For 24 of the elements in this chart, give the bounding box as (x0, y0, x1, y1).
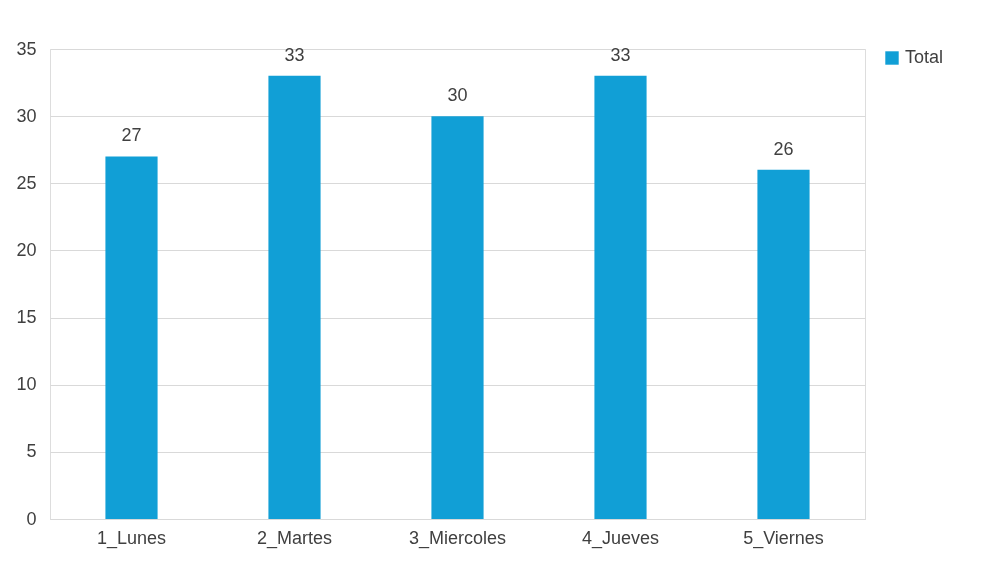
y-tick-label: 20 (16, 239, 37, 260)
x-tick-label: 1_Lunes (96, 527, 167, 549)
y-tick-label: 10 (16, 374, 37, 395)
x-tick-label: 3_Miercoles (408, 527, 507, 549)
data-label: 26 (773, 138, 794, 159)
y-tick-label: 0 (26, 508, 37, 529)
bar (431, 116, 484, 519)
x-tick-label: 2_Martes (256, 527, 333, 549)
data-label: 27 (121, 125, 142, 146)
y-tick-label: 30 (16, 105, 37, 126)
x-tick-label: 4_Jueves (581, 527, 660, 549)
bar (757, 169, 810, 519)
y-tick-label: 25 (16, 172, 37, 193)
data-label: 33 (284, 44, 305, 65)
y-tick-label: 5 (26, 441, 37, 462)
bar (105, 156, 158, 519)
y-tick-label: 15 (16, 307, 37, 328)
y-tick-label: 35 (16, 38, 37, 59)
data-label: 33 (610, 44, 631, 65)
data-label: 30 (447, 85, 468, 106)
bar (268, 75, 321, 519)
legend-label: Total (905, 47, 944, 67)
x-tick-label: 5_Viernes (743, 527, 824, 549)
bar (594, 75, 647, 519)
